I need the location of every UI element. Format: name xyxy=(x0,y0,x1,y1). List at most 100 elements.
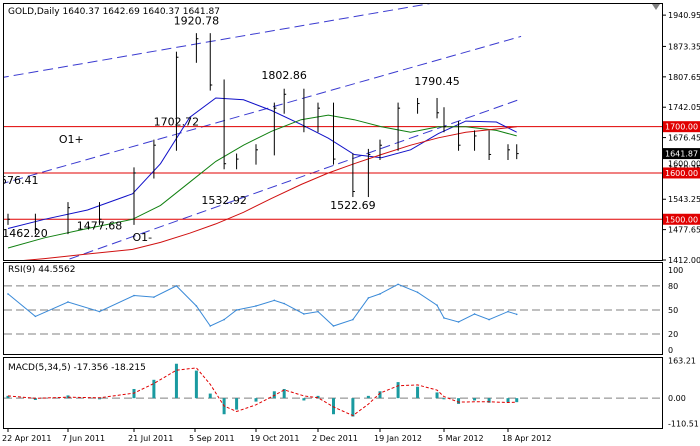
macd-signal-line xyxy=(7,367,517,417)
macd-histogram-bar xyxy=(302,398,306,401)
channel-line xyxy=(4,4,431,78)
time-axis-label: 2 Dec 2011 xyxy=(312,434,358,443)
macd-histogram-bar xyxy=(396,382,400,399)
macd-histogram-bar xyxy=(33,398,37,400)
rsi-point xyxy=(397,283,399,286)
time-axis: 22 Apr 2011 7 Jun 2011 21 Jul 2011 5 Sep 20… xyxy=(2,428,551,443)
rsi-point xyxy=(416,291,419,294)
macd-panel: 163.21 0.00 -110.51 MACD(5,34,5) -17.356 -… xyxy=(3,357,699,429)
chart-shift-icon[interactable] xyxy=(652,4,660,10)
time-axis-label: 5 Mar 2012 xyxy=(438,434,484,443)
macd-histogram-bar xyxy=(282,388,286,399)
rsi-point xyxy=(457,321,460,323)
macd-panel-frame xyxy=(3,357,663,429)
macd-histogram-bar xyxy=(174,363,178,399)
level-label: 1700.00 xyxy=(665,123,698,132)
rsi-point xyxy=(175,285,178,287)
rsi-axis-label: 0 xyxy=(668,346,673,355)
level-label-bg xyxy=(663,213,700,225)
macd-histogram-bar xyxy=(366,395,370,399)
rsi-axis-label: 100 xyxy=(668,266,683,275)
time-axis-label: 7 Jun 2011 xyxy=(62,434,105,443)
rsi-point xyxy=(273,299,276,302)
macd-axis-label: 0.00 xyxy=(668,394,686,403)
channel-line xyxy=(65,98,522,260)
macd-histogram-bar xyxy=(515,398,519,403)
rsi-point xyxy=(195,305,198,307)
price-axis-label: 1676.45 xyxy=(668,134,700,143)
time-axis-label: 18 Apr 2012 xyxy=(502,434,551,443)
rsi-point xyxy=(443,317,445,319)
rsi-point xyxy=(303,313,305,315)
price-chart-title: GOLD,Daily 1640.37 1642.69 1640.37 1641.… xyxy=(8,7,220,17)
time-axis-label: 19 Jan 2012 xyxy=(374,434,422,443)
rsi-point xyxy=(223,318,225,321)
macd-axis: 163.21 0.00 -110.51 xyxy=(668,357,699,429)
rsi-point xyxy=(317,310,319,313)
rsi-axis-label: 80 xyxy=(668,282,678,291)
macd-histogram-bar xyxy=(98,398,101,400)
price-annotation: 1802.86 xyxy=(261,69,307,82)
channel-line xyxy=(4,35,522,184)
macd-histogram-bar xyxy=(152,379,156,399)
macd-histogram-bar xyxy=(435,392,439,399)
rsi-point xyxy=(235,309,238,311)
rsi-axis: 100 80 50 20 0 xyxy=(668,266,683,355)
rsi-panel-frame xyxy=(3,262,663,355)
time-axis-label: 19 Oct 2011 xyxy=(250,434,299,443)
price-panel: 1920.78 1802.86 1790.45 1702.72 1532.92 1522.… xyxy=(0,0,700,284)
price-annotation: 1522.69 xyxy=(330,199,376,212)
rsi-axis-label: 20 xyxy=(668,330,678,339)
price-annotation: O1- xyxy=(133,231,153,244)
moving-average-line xyxy=(7,97,517,229)
price-axis-label: 1807.65 xyxy=(668,73,700,82)
rsi-point xyxy=(133,294,135,297)
last-price-label: 1641.87 xyxy=(665,150,698,159)
macd-axis-label: -110.51 xyxy=(668,420,699,429)
chart-shift-marker[interactable] xyxy=(652,4,660,10)
price-axis-label: 1873.35 xyxy=(668,42,700,51)
macd-histogram-bar xyxy=(473,398,477,401)
rsi-point xyxy=(255,305,257,307)
price-annotation: 1790.45 xyxy=(414,75,460,88)
macd-histogram-bar xyxy=(272,391,276,399)
time-axis-label: 22 Apr 2011 xyxy=(2,434,51,443)
moving-average-line xyxy=(7,114,517,249)
macd-histogram-bar xyxy=(6,395,10,399)
rsi-axis-label: 50 xyxy=(668,306,678,315)
rsi-point xyxy=(34,315,37,318)
macd-histogram-bar xyxy=(316,395,320,399)
last-price-label-bg xyxy=(663,148,700,160)
price-annotation: 1462.20 xyxy=(2,227,48,240)
rsi-point xyxy=(153,296,155,298)
price-plot-area[interactable]: 1920.78 1802.86 1790.45 1702.72 1532.92 1522.… xyxy=(0,0,662,284)
macd-histogram-bar xyxy=(457,398,461,404)
hidden-price-label: 1600.00 xyxy=(668,160,700,169)
rsi-point xyxy=(473,313,476,315)
price-axis-label: 1742.05 xyxy=(668,103,700,112)
price-annotation: 1920.78 xyxy=(174,14,220,27)
price-annotation: 1532.92 xyxy=(201,194,247,207)
rsi-point xyxy=(283,302,285,305)
price-axis: 1940.951873.351807.651742.051676.451610.… xyxy=(662,11,700,265)
rsi-plot-area[interactable] xyxy=(4,283,662,335)
price-axis-label: 1477.65 xyxy=(668,226,700,235)
macd-plot-area[interactable] xyxy=(4,363,662,417)
time-axis-label: 21 Jul 2011 xyxy=(128,434,173,443)
macd-histogram-bar xyxy=(416,386,420,399)
rsi-point xyxy=(515,313,518,316)
macd-histogram-bar xyxy=(506,398,510,403)
macd-histogram-bar xyxy=(378,391,382,399)
level-label: 1500.00 xyxy=(665,215,698,224)
macd-histogram-bar xyxy=(487,398,491,403)
moving-average-line xyxy=(23,126,517,260)
rsi-point xyxy=(332,325,335,327)
time-axis-label: 5 Sep 2011 xyxy=(189,434,235,443)
rsi-point xyxy=(507,310,509,313)
rsi-point xyxy=(209,325,212,327)
price-annotation: 1702.72 xyxy=(154,115,200,128)
price-annotation: 1477.68 xyxy=(77,220,123,233)
rsi-point xyxy=(98,310,101,313)
macd-axis-label: 163.21 xyxy=(668,357,696,366)
